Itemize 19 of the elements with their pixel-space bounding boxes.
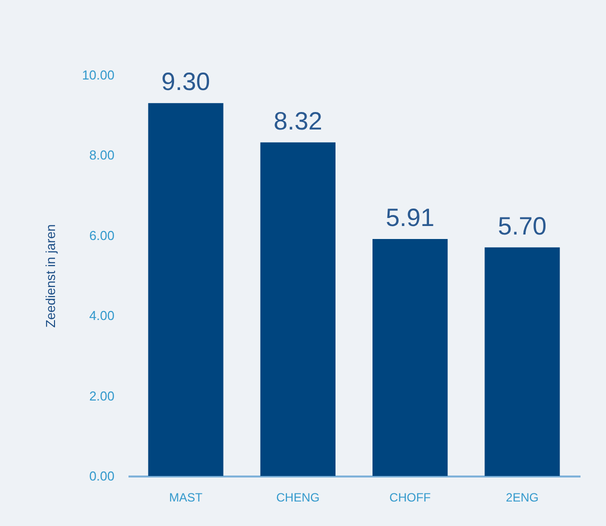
x-tick-label: 2ENG bbox=[506, 490, 539, 504]
y-tick-label: 2.00 bbox=[89, 388, 114, 404]
data-label: 9.30 bbox=[161, 68, 210, 96]
data-label: 8.32 bbox=[274, 107, 322, 136]
bar bbox=[484, 247, 560, 476]
y-tick-label: 10.00 bbox=[82, 68, 114, 82]
bar bbox=[372, 239, 448, 476]
data-label: 5.70 bbox=[498, 212, 547, 240]
y-axis-title: Zeedienst in jaren bbox=[42, 224, 58, 328]
y-tick-label: 6.00 bbox=[89, 228, 114, 243]
x-tick-label: CHOFF bbox=[389, 490, 431, 504]
data-label: 5.91 bbox=[386, 204, 434, 232]
x-tick-label: CHENG bbox=[276, 490, 320, 504]
bar bbox=[260, 142, 336, 476]
y-tick-label: 8.00 bbox=[89, 148, 114, 163]
y-tick-label: 0.00 bbox=[89, 468, 114, 484]
x-tick-label: MAST bbox=[169, 490, 204, 504]
y-tick-label: 4.00 bbox=[89, 308, 114, 324]
bar bbox=[148, 103, 224, 476]
